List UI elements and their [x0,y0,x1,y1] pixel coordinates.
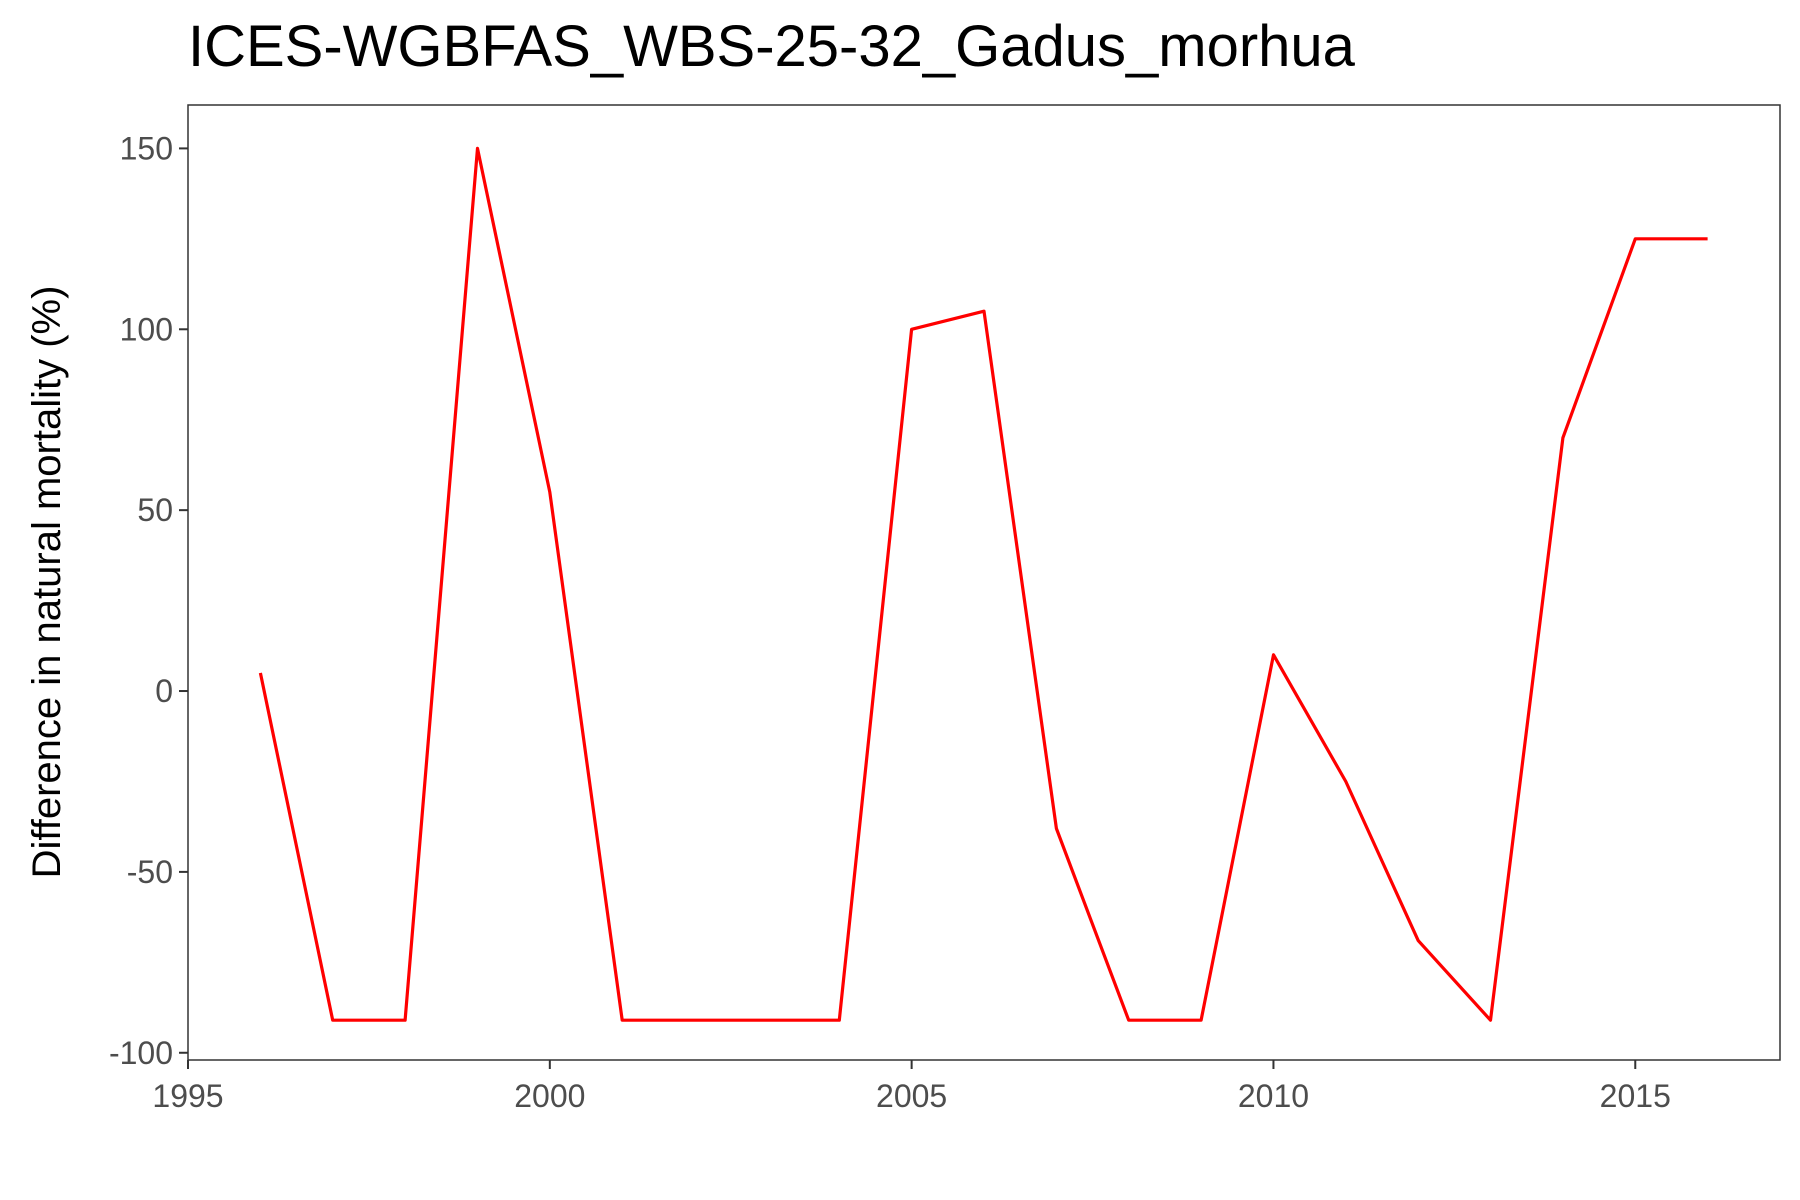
y-tick-label: -50 [127,854,173,890]
plot-panel [187,104,1781,1061]
x-axis: 1995 2000 2005 2010 2015 [152,1060,1671,1114]
y-tick-label: 0 [155,673,173,709]
x-tick-label: 1995 [152,1078,223,1114]
y-axis-label: Difference in natural mortality (%) [25,286,69,879]
y-tick-label: 100 [120,311,173,347]
y-tick-label: -100 [109,1035,173,1071]
series-layer [258,146,1708,1022]
x-tick-label: 2000 [514,1078,585,1114]
series-line-0 [258,146,1708,1022]
x-tick-label: 2010 [1238,1078,1309,1114]
y-axis: -100 -50 0 50 100 150 [109,130,188,1071]
y-tick-label: 50 [137,492,173,528]
x-tick-label: 2005 [876,1078,947,1114]
x-tick-label: 2015 [1600,1078,1671,1114]
chart-title: ICES-WGBFAS_WBS-25-32_Gadus_morhua [188,14,1356,79]
y-tick-label: 150 [120,130,173,166]
